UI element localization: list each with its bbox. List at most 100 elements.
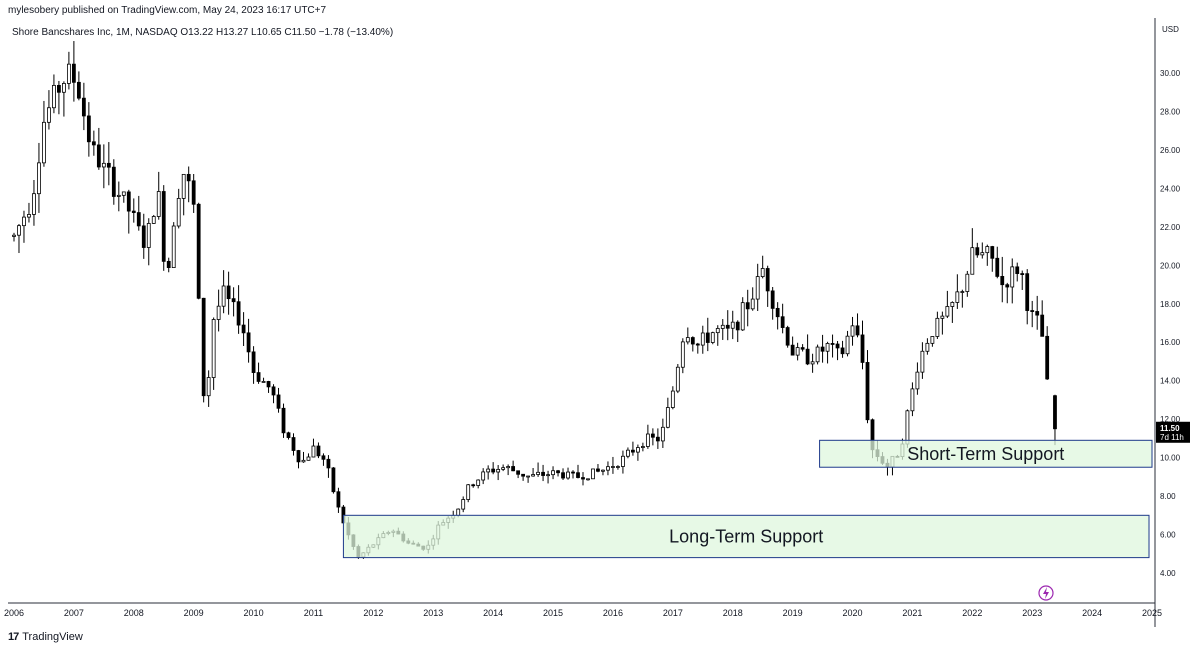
time-tick-label: 2018 (723, 608, 743, 618)
candle (221, 270, 226, 314)
time-tick-label: 2006 (4, 608, 24, 618)
candle (665, 397, 670, 429)
candle (755, 263, 760, 312)
footer-brand[interactable]: 17 TradingView (8, 631, 83, 643)
candle (476, 479, 481, 489)
candle (17, 224, 21, 254)
candle (71, 41, 76, 102)
price-tick-label: 16.00 (1160, 338, 1181, 347)
candle (765, 265, 770, 307)
time-tick-label: 2010 (244, 608, 264, 618)
price-tick-label: 8.00 (1160, 492, 1176, 501)
candle (561, 468, 565, 480)
candle (516, 470, 521, 479)
support-zone[interactable]: Long-Term Support (342, 514, 1150, 559)
candle (196, 202, 201, 300)
candle (326, 455, 331, 478)
candle (626, 447, 630, 459)
candle (81, 82, 86, 131)
candle (296, 449, 301, 469)
price-tick-label: 12.00 (1160, 415, 1181, 424)
candle (236, 285, 241, 334)
candle (965, 270, 970, 297)
candle (660, 418, 665, 448)
candle (576, 464, 580, 479)
price-tick-label: 30.00 (1160, 69, 1181, 78)
candle (725, 310, 730, 341)
candle (91, 130, 96, 156)
time-axis: 2006 2007 2008 2009 2010 2011 2012 2013 2014 2015… (4, 608, 1162, 618)
candle (131, 198, 136, 223)
time-tick-label: 2014 (483, 608, 503, 618)
candle (860, 320, 865, 370)
candle (201, 297, 206, 403)
candle (720, 319, 725, 340)
candle (176, 188, 181, 229)
candle (975, 242, 980, 258)
candle (825, 341, 830, 364)
candle (491, 462, 496, 475)
candle (650, 428, 655, 446)
candle (526, 475, 530, 483)
candle (596, 464, 600, 473)
candle (57, 80, 61, 115)
candle (541, 464, 545, 482)
candle (850, 316, 855, 346)
candle (141, 213, 146, 259)
candle (930, 336, 935, 347)
candle (101, 144, 106, 189)
currency-label: USD (1162, 25, 1179, 34)
candle (276, 387, 281, 413)
price-tick-label: 20.00 (1160, 261, 1181, 270)
candle (466, 484, 471, 503)
candle (970, 228, 975, 275)
flash-icon[interactable] (1038, 585, 1054, 601)
candle (291, 433, 296, 456)
candle (111, 159, 116, 205)
candle (995, 246, 1000, 279)
candle (606, 461, 610, 476)
candle (611, 456, 615, 474)
candle (52, 74, 56, 114)
candle (1040, 300, 1045, 337)
candle (42, 100, 46, 167)
candle (581, 472, 585, 486)
candle (536, 462, 540, 477)
candle (735, 320, 740, 343)
support-zone[interactable]: Short-Term Support (819, 439, 1153, 468)
candle (680, 338, 685, 374)
candle (1005, 282, 1010, 304)
candle (1025, 269, 1030, 325)
candle (216, 289, 221, 332)
candle (161, 185, 166, 271)
published-line: mylesobery published on TradingView.com,… (8, 5, 327, 16)
candle (670, 386, 675, 410)
candle (501, 464, 506, 472)
candle (496, 465, 501, 481)
candle (556, 469, 560, 477)
candle (690, 336, 695, 352)
support-zone-label: Short-Term Support (907, 444, 1064, 464)
candle (760, 255, 765, 279)
candle (675, 363, 680, 394)
candle (206, 370, 211, 407)
candle (780, 303, 785, 334)
candle (1020, 270, 1025, 290)
candle (591, 468, 595, 480)
time-tick-label: 2019 (783, 608, 803, 618)
candle (920, 342, 925, 379)
candle (481, 468, 486, 485)
price-tick-label: 26.00 (1160, 146, 1181, 155)
candle (261, 377, 266, 383)
last-price-value: 11.50 (1160, 424, 1180, 433)
time-tick-label: 2021 (902, 608, 922, 618)
candle (985, 244, 990, 266)
candle (636, 444, 640, 461)
candle (980, 242, 985, 259)
price-tick-label: 24.00 (1160, 184, 1181, 193)
candle (136, 195, 141, 231)
candle (266, 380, 271, 393)
price-tick-label: 14.00 (1160, 377, 1181, 386)
